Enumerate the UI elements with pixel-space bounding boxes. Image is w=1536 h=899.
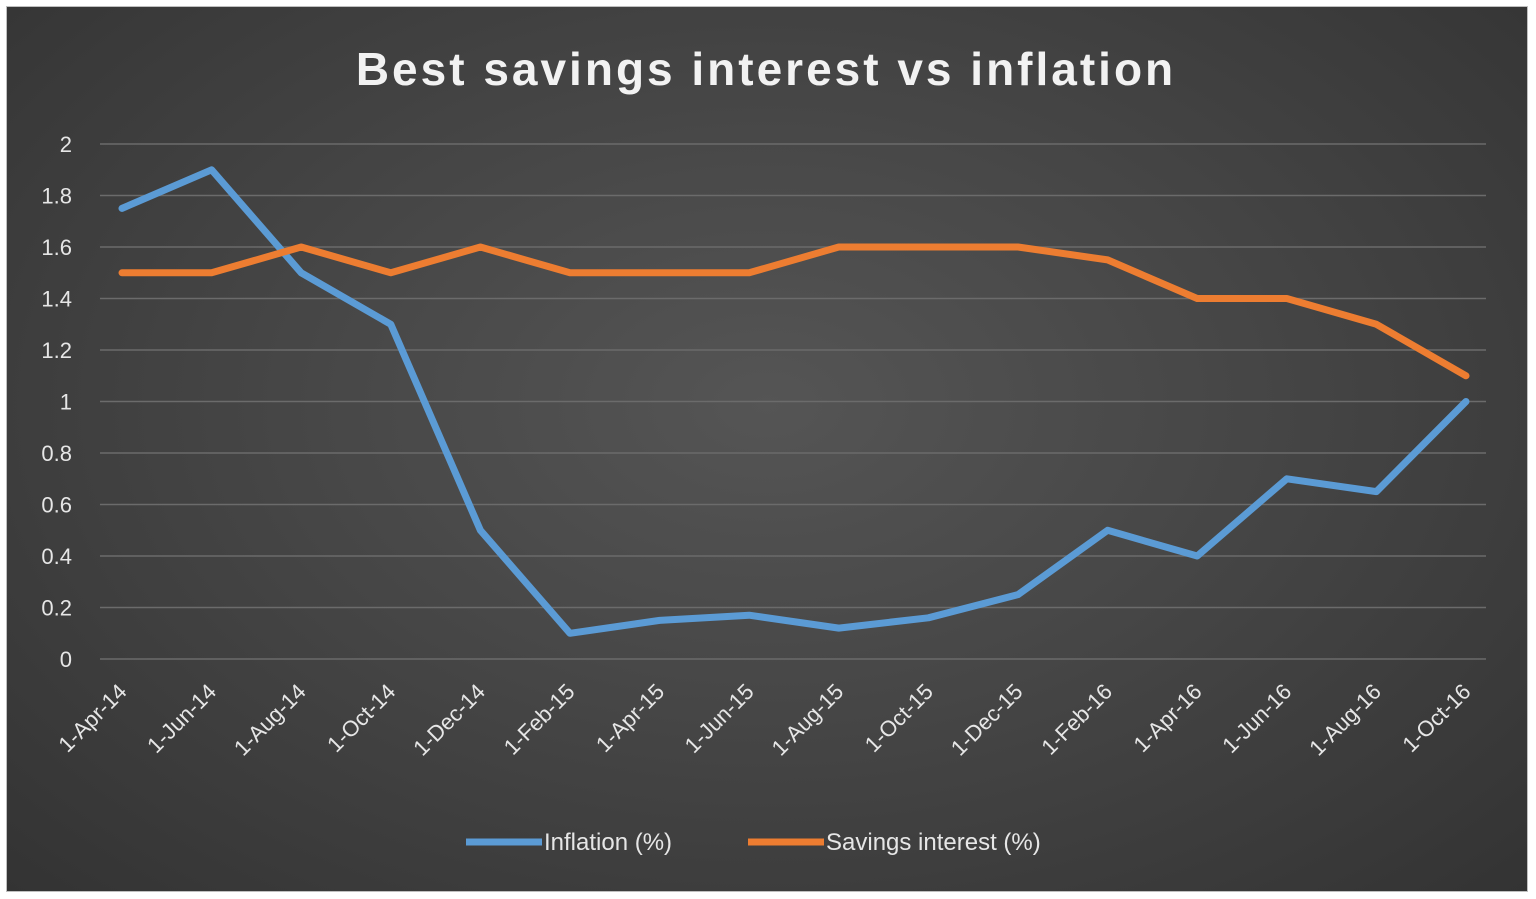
x-tick-label: 1-Oct-14: [322, 679, 400, 757]
y-tick-label: 0.4: [41, 544, 72, 569]
x-tick-label: 1-Aug-16: [1304, 679, 1386, 761]
y-tick-label: 1: [60, 390, 72, 415]
series-lines: [118, 166, 1470, 637]
x-tick-label: 1-Apr-15: [591, 679, 669, 757]
y-tick-label: 2: [60, 132, 72, 157]
y-tick-label: 1.6: [41, 235, 72, 260]
series-line-0: [118, 166, 1470, 637]
y-tick-label: 1.2: [41, 338, 72, 363]
y-tick-label: 0.8: [41, 441, 72, 466]
x-tick-label: 1-Jun-16: [1217, 679, 1296, 758]
y-tick-label: 1.8: [41, 184, 72, 209]
y-tick-label: 0.2: [41, 596, 72, 621]
x-tick-label: 1-Jun-14: [142, 679, 221, 758]
legend-label: Savings interest (%): [826, 829, 1041, 856]
x-tick-label: 1-Jun-15: [680, 679, 759, 758]
legend-label: Inflation (%): [544, 829, 672, 856]
x-tick-label: 1-Oct-16: [1397, 679, 1475, 757]
x-tick-label: 1-Apr-14: [53, 679, 131, 757]
y-tick-label: 0: [60, 647, 72, 672]
x-tick-label: 1-Aug-15: [767, 679, 849, 761]
x-tick-label: 1-Dec-15: [946, 679, 1028, 761]
x-tick-label: 1-Aug-14: [229, 679, 311, 761]
gridlines: [100, 143, 1486, 660]
legend: Inflation (%) Savings interest (%): [466, 829, 1041, 856]
y-tick-label: 1.4: [41, 287, 72, 312]
series-line-1: [118, 243, 1470, 380]
x-tick-label: 1-Dec-14: [408, 679, 490, 761]
chart-background: [6, 6, 1528, 892]
chart-title: Best savings interest vs inflation: [356, 43, 1176, 95]
x-tick-label: 1-Feb-15: [499, 679, 580, 760]
x-tick-label: 1-Apr-16: [1129, 679, 1207, 757]
y-tick-label: 0.6: [41, 493, 72, 518]
x-axis-ticks: 1-Apr-14 1-Jun-14 1-Aug-14 1-Oct-14 1-Dec-14…: [53, 679, 1475, 761]
x-tick-label: 1-Oct-15: [860, 679, 938, 757]
y-axis-ticks: 0 0.2 0.4 0.6 0.8 1 1.2 1.4 1.6 1.8 2: [41, 132, 72, 672]
x-tick-label: 1-Feb-16: [1036, 679, 1117, 760]
